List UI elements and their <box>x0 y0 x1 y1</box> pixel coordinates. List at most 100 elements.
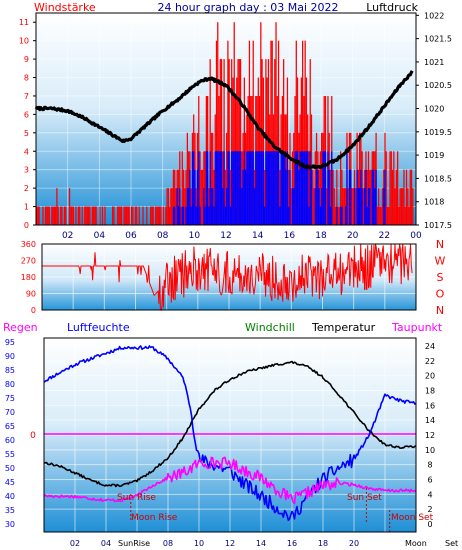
wind-bar <box>270 40 272 225</box>
wind-bar <box>65 206 67 225</box>
gust-bar <box>371 169 373 225</box>
gust-bar <box>174 206 176 225</box>
gust-bar <box>179 188 181 225</box>
wind-bar <box>57 206 59 225</box>
gust-bar <box>255 151 257 225</box>
wind-bar <box>119 206 121 225</box>
gust-bar <box>232 151 234 225</box>
wind-bar <box>407 188 409 225</box>
gust-bars <box>172 151 386 225</box>
wind-bar <box>131 206 133 225</box>
gust-bar <box>321 188 323 225</box>
wind-bar <box>228 59 230 225</box>
gust-bar <box>271 151 273 225</box>
gust-bar <box>189 169 191 225</box>
wind-bar <box>397 151 399 225</box>
wind-bar <box>123 206 125 225</box>
wind-bar <box>410 169 413 225</box>
gust-bar <box>331 151 333 225</box>
wind-tick-label: 7 <box>24 92 29 101</box>
wind-bar <box>52 206 54 225</box>
bottom-time-tick-label: 08 <box>163 539 173 548</box>
compass-letter: O <box>436 288 445 301</box>
wind-bar <box>171 188 173 225</box>
wind-bar <box>380 206 382 225</box>
wind-bar <box>398 206 400 225</box>
gust-bar <box>215 151 218 225</box>
wind-bar <box>134 206 137 225</box>
wind-bar <box>46 206 48 225</box>
gust-bar <box>234 151 237 225</box>
gust-bar <box>356 169 358 225</box>
wind-bar <box>231 59 233 225</box>
wind-bar <box>158 206 161 225</box>
wind-bar <box>75 206 77 225</box>
pressure-tick-label: 1019 <box>424 151 444 160</box>
wind-bar <box>308 151 310 225</box>
gust-bar <box>219 151 221 225</box>
wind-bar <box>204 151 206 225</box>
legend-windchill: Windchill <box>245 321 295 334</box>
pressure-tick-label: 1020.5 <box>424 81 452 90</box>
time-tick-label: 10 <box>189 231 201 241</box>
wind-bar <box>95 206 97 225</box>
gust-bar <box>299 151 301 225</box>
gust-bar <box>195 206 197 225</box>
wind-bar <box>238 59 240 225</box>
gust-bar <box>250 151 252 225</box>
gust-bar <box>207 151 209 225</box>
wind-bar <box>104 206 106 225</box>
gust-bar <box>176 188 178 225</box>
time-tick-label: 06 <box>125 231 137 241</box>
wind-bar <box>400 188 403 225</box>
legend-taupunkt: Taupunkt <box>391 321 443 334</box>
gust-bar <box>248 151 251 225</box>
wind-bar <box>213 169 215 225</box>
gust-bar <box>281 151 283 225</box>
wind-bar <box>117 206 119 225</box>
wind-bar <box>53 206 55 225</box>
wind-bar <box>151 206 153 225</box>
wind-bar <box>128 206 130 225</box>
wind-tick-label: 3 <box>24 166 29 175</box>
wind-bar <box>84 206 86 225</box>
pressure-tick-label: 1022 <box>424 11 444 20</box>
wind-axis: 0 1 2 3 4 5 6 7 8 9 10 11 <box>19 18 36 230</box>
wind-bar <box>174 169 176 225</box>
bottom-time-tick-label: 12 <box>225 539 235 548</box>
gust-bar <box>277 151 280 225</box>
wind-bar <box>295 40 297 225</box>
legend-luftfeuchte: Luftfeuchte <box>67 321 130 334</box>
gust-bar <box>383 188 385 225</box>
wind-bar <box>304 40 306 225</box>
gust-bar <box>246 151 248 225</box>
wind-bar <box>146 206 148 225</box>
wind-bar <box>391 169 394 225</box>
wind-bar <box>201 169 204 225</box>
gust-bar <box>257 151 259 225</box>
time-tick-label: 22 <box>379 231 390 241</box>
temperature-line <box>43 360 417 488</box>
gust-bar <box>350 169 352 225</box>
wind-bar <box>340 151 342 225</box>
direction-tick-label: 180 <box>21 273 36 282</box>
time-tick-label: 14 <box>252 231 264 241</box>
gust-bar <box>284 151 286 225</box>
compass-letter: S <box>437 271 444 284</box>
wind-bar <box>86 206 88 225</box>
gust-bar <box>188 188 190 225</box>
wind-bar <box>274 59 276 225</box>
temperature-tick-label: 20 <box>425 372 435 381</box>
wind-bar <box>70 206 72 225</box>
wind-bar <box>112 206 114 225</box>
gust-bar <box>209 151 211 225</box>
pressure-tick-label: 1021.5 <box>424 35 452 44</box>
gust-bar <box>361 188 363 225</box>
bottom-time-tick-label: 16 <box>287 539 297 548</box>
wind-bar <box>343 188 346 225</box>
direction-tick-label: 0 <box>31 306 36 315</box>
wind-bar <box>223 59 225 225</box>
gust-bar <box>172 206 175 225</box>
